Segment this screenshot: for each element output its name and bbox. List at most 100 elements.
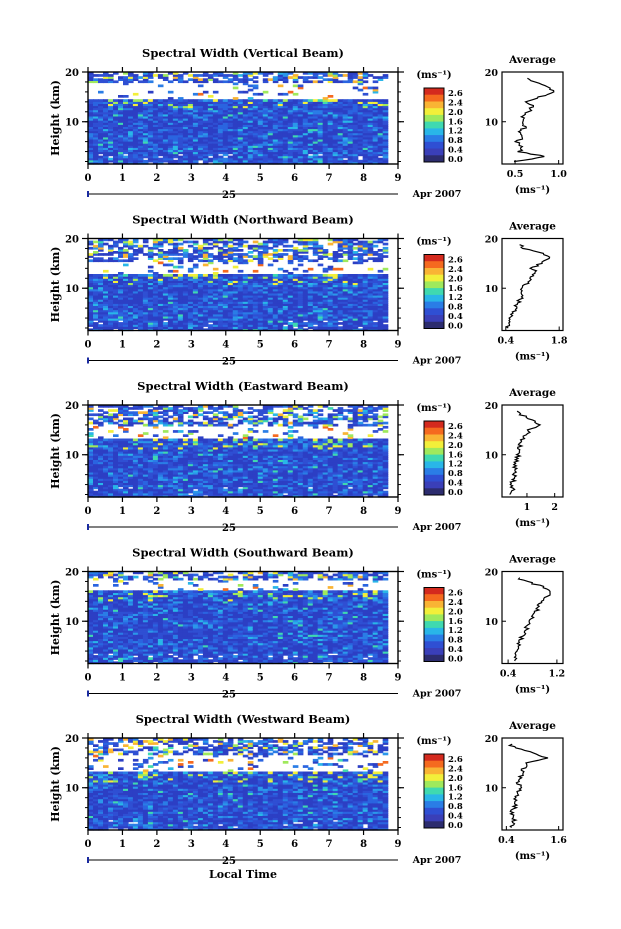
heatmap-cell [128, 326, 134, 329]
heatmap-cell [147, 134, 154, 138]
heatmap-cell [332, 136, 339, 140]
x-tick-label: 7 [326, 173, 333, 184]
heatmap-cell [212, 238, 219, 242]
heatmap-cell [332, 124, 339, 127]
heatmap-cell [128, 72, 134, 75]
heatmap-cell [307, 101, 314, 104]
heatmap-cell [242, 328, 249, 332]
heatmap-cell [367, 138, 374, 142]
heatmap-cell [118, 255, 124, 258]
heatmap-cell [317, 143, 324, 146]
heatmap-cell [132, 278, 139, 281]
heatmap-cell [347, 107, 354, 111]
heatmap-cell [123, 143, 129, 146]
heatmap-cell [147, 274, 154, 277]
heatmap-cell [142, 141, 149, 144]
heatmap-cell [282, 282, 289, 286]
heatmap-cell [123, 299, 129, 302]
heatmap-cell [362, 124, 369, 127]
heatmap-cell [113, 151, 119, 155]
heatmap-cell [212, 242, 219, 246]
heatmap-cell [88, 280, 94, 283]
heatmap-cell [237, 128, 244, 132]
heatmap-cell [128, 488, 134, 492]
heatmap-cell [88, 259, 94, 263]
heatmap-cell [98, 159, 104, 163]
heatmap-cell [182, 159, 189, 163]
heatmap-cell [362, 130, 369, 134]
heatmap-cell [152, 297, 159, 300]
heatmap-cell [162, 282, 169, 286]
heatmap-cell [277, 292, 284, 296]
heatmap-cell [118, 284, 124, 288]
heatmap-cell [88, 253, 94, 256]
heatmap-cell [118, 143, 124, 146]
heatmap-cell [132, 111, 139, 115]
heatmap-cell [207, 111, 214, 115]
heatmap-cell [347, 136, 354, 140]
heatmap-cell [237, 101, 244, 104]
heatmap-cell [292, 157, 299, 161]
heatmap-cell [247, 295, 254, 298]
heatmap-cell [147, 147, 154, 150]
heatmap-cell [222, 132, 229, 136]
heatmap-cell [177, 299, 184, 302]
heatmap-cell [302, 132, 309, 136]
heatmap-cell [327, 74, 334, 77]
heatmap-cell [342, 126, 349, 130]
average-profile-line [504, 244, 551, 329]
heatmap-cell [347, 157, 354, 161]
heatmap-cell [227, 151, 234, 155]
heatmap-cell [272, 136, 279, 140]
heatmap-cell [212, 147, 219, 150]
heatmap-cell [327, 78, 334, 81]
heatmap-cell [137, 311, 144, 315]
heatmap-cell [192, 320, 199, 323]
heatmap-cell [118, 157, 124, 161]
heatmap-cell [307, 246, 314, 250]
heatmap-cell [113, 157, 119, 161]
heatmap-cell [382, 242, 389, 246]
heatmap-cell [113, 103, 119, 107]
heatmap-cell [277, 149, 284, 153]
heatmap-cell [212, 107, 219, 111]
heatmap-cell [182, 105, 189, 109]
heatmap-cell [207, 78, 214, 81]
heatmap-cell [277, 145, 284, 148]
heatmap-cell [262, 318, 269, 321]
heatmap-cell [262, 255, 269, 258]
colorbar-unit: (ms⁻¹) [416, 237, 451, 248]
heatmap-cell [382, 153, 389, 157]
heatmap-cell [332, 134, 339, 138]
colorbar-swatch [424, 268, 444, 276]
heatmap-cell [352, 130, 359, 134]
heatmap-cell [267, 297, 274, 300]
heatmap-cell [88, 309, 94, 313]
heatmap-cell [217, 276, 224, 279]
heatmap-cell [262, 151, 269, 155]
colorbar-tick-label: 1.2 [448, 127, 463, 137]
heatmap-cell [118, 272, 124, 275]
heatmap-cell [182, 315, 189, 319]
heatmap-cell [88, 303, 94, 306]
heatmap-cell [108, 138, 114, 142]
heatmap-cell [113, 120, 119, 123]
heatmap-cell [147, 153, 154, 157]
heatmap-cell [232, 265, 239, 269]
heatmap-cell [372, 132, 379, 136]
heatmap-cell [372, 126, 379, 130]
heatmap-cell [327, 126, 334, 130]
heatmap-cell [177, 161, 184, 165]
heatmap-cell [137, 417, 144, 421]
heatmap-cell [192, 257, 199, 260]
heatmap-cell [157, 282, 164, 286]
heatmap-cell [177, 276, 184, 279]
heatmap-cell [103, 297, 109, 300]
heatmap-cell [113, 297, 119, 300]
heatmap-cell [118, 292, 124, 296]
heatmap-cell [237, 113, 244, 117]
heatmap-cell [262, 103, 269, 107]
heatmap-cell [217, 257, 224, 260]
heatmap-cell [262, 155, 269, 159]
heatmap-cell [157, 153, 164, 157]
